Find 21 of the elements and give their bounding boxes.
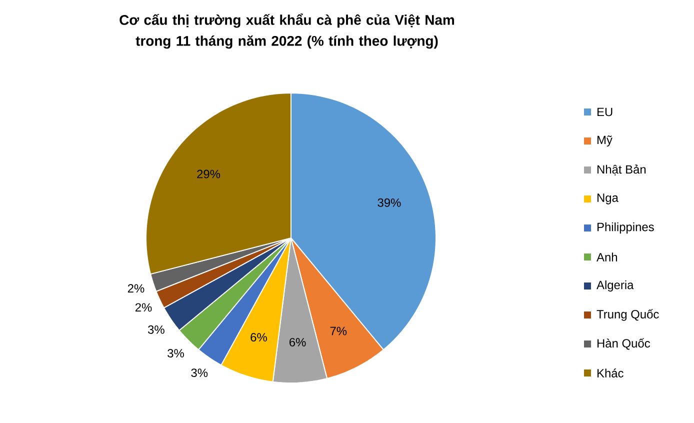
data-label: 6% (290, 338, 306, 346)
data-label: 29% (197, 170, 220, 178)
legend-label: Nga (598, 194, 618, 204)
chart-title: Cơ cấu thị trường xuất khẩu cà phê của Việt Nam trong 11 tháng năm 2022 (% tính theo lượng) (120, 14, 454, 49)
data-label: 3% (191, 368, 208, 378)
data-label: 7% (330, 326, 347, 336)
legend-label: Nhật Bản (598, 164, 646, 176)
data-label: 39% (378, 198, 401, 207)
legend-label: Mỹ (598, 135, 612, 147)
legend-label: Algeria (596, 280, 634, 292)
legend-label: EU (598, 108, 612, 116)
data-label: 3% (148, 325, 164, 334)
legend-label: Anh (596, 252, 618, 262)
data-label: 2% (135, 303, 152, 312)
data-label: 6% (250, 333, 267, 342)
data-label: 3% (168, 349, 184, 358)
legend-label: Philippines (598, 222, 654, 234)
legend-label: Trung Quốc (596, 309, 659, 321)
legend-label: Hàn Quốc (598, 338, 650, 350)
legend-label: Khác (598, 368, 624, 378)
data-label: 2% (128, 284, 144, 293)
